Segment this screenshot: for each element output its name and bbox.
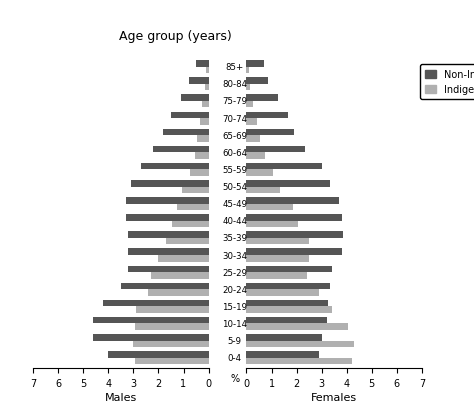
Text: 35-39: 35-39 xyxy=(222,234,247,243)
Bar xyxy=(246,170,273,176)
Text: 30-34: 30-34 xyxy=(222,251,247,260)
Bar xyxy=(135,324,209,330)
Bar xyxy=(246,112,288,119)
Bar xyxy=(246,164,322,170)
Bar xyxy=(246,334,322,341)
Bar xyxy=(246,180,330,187)
Bar xyxy=(171,112,209,119)
Bar xyxy=(182,187,209,193)
Legend: Non-Indigenous, Indigenous: Non-Indigenous, Indigenous xyxy=(420,65,474,100)
Bar xyxy=(246,153,265,160)
Bar xyxy=(246,146,305,153)
Bar xyxy=(172,221,209,228)
Bar xyxy=(246,358,352,364)
Bar xyxy=(103,300,209,307)
X-axis label: Males: Males xyxy=(105,392,137,402)
Bar xyxy=(196,61,209,67)
Bar xyxy=(128,266,209,272)
Text: 85+: 85+ xyxy=(226,63,244,72)
Bar xyxy=(93,334,209,341)
X-axis label: Females: Females xyxy=(311,392,357,402)
Bar xyxy=(197,136,209,142)
Bar xyxy=(121,283,209,290)
Text: %: % xyxy=(230,373,239,383)
Bar xyxy=(148,290,209,296)
Bar xyxy=(246,283,330,290)
Bar xyxy=(177,204,209,211)
Bar xyxy=(246,300,328,307)
Bar xyxy=(246,266,332,272)
Bar xyxy=(158,255,209,262)
Text: 65-69: 65-69 xyxy=(222,131,247,140)
Text: 0-4: 0-4 xyxy=(228,353,242,362)
Bar xyxy=(246,198,339,204)
Text: 45-49: 45-49 xyxy=(222,200,247,209)
Bar xyxy=(128,249,209,255)
Bar xyxy=(246,119,256,125)
Bar xyxy=(246,341,354,347)
Bar xyxy=(246,255,309,262)
Text: 80-84: 80-84 xyxy=(222,80,247,89)
Bar xyxy=(246,351,319,358)
Text: 40-44: 40-44 xyxy=(222,217,247,226)
Text: 25-29: 25-29 xyxy=(222,268,247,277)
Text: 20-24: 20-24 xyxy=(222,285,247,294)
Bar xyxy=(246,215,342,221)
Bar xyxy=(246,272,307,279)
Text: 55-59: 55-59 xyxy=(222,166,247,175)
Bar xyxy=(246,129,294,136)
Bar xyxy=(126,198,209,204)
Bar xyxy=(136,307,209,313)
Bar xyxy=(246,85,250,91)
Bar xyxy=(246,221,298,228)
Bar xyxy=(154,146,209,153)
Text: Age group (years): Age group (years) xyxy=(119,30,232,43)
Bar xyxy=(109,351,209,358)
Text: 75-79: 75-79 xyxy=(222,97,247,106)
Text: 50-54: 50-54 xyxy=(222,182,247,191)
Bar xyxy=(246,95,278,102)
Text: 10-14: 10-14 xyxy=(222,319,247,328)
Text: 5-9: 5-9 xyxy=(228,336,242,345)
Bar xyxy=(166,238,209,245)
Bar xyxy=(126,215,209,221)
Bar xyxy=(246,249,342,255)
Bar xyxy=(246,238,309,245)
Bar xyxy=(246,317,327,324)
Bar xyxy=(189,78,209,85)
Bar xyxy=(246,324,348,330)
Text: 60-64: 60-64 xyxy=(222,148,247,157)
Bar xyxy=(246,187,280,193)
Bar xyxy=(246,204,293,211)
Bar xyxy=(246,61,264,67)
Bar xyxy=(195,153,209,160)
Bar xyxy=(93,317,209,324)
Bar xyxy=(190,170,209,176)
Text: 70-74: 70-74 xyxy=(222,114,247,123)
Bar xyxy=(246,232,343,238)
Bar xyxy=(246,307,332,313)
Text: 15-19: 15-19 xyxy=(222,302,247,311)
Bar xyxy=(135,358,209,364)
Bar xyxy=(131,180,209,187)
Bar xyxy=(200,119,209,125)
Bar xyxy=(141,164,209,170)
Bar xyxy=(246,78,268,85)
Bar xyxy=(181,95,209,102)
Bar xyxy=(164,129,209,136)
Bar xyxy=(246,67,249,74)
Bar xyxy=(205,85,209,91)
Bar xyxy=(133,341,209,347)
Bar xyxy=(128,232,209,238)
Bar xyxy=(206,67,209,74)
Bar xyxy=(151,272,209,279)
Bar xyxy=(202,102,209,108)
Bar xyxy=(246,102,253,108)
Bar xyxy=(246,290,319,296)
Bar xyxy=(246,136,260,142)
